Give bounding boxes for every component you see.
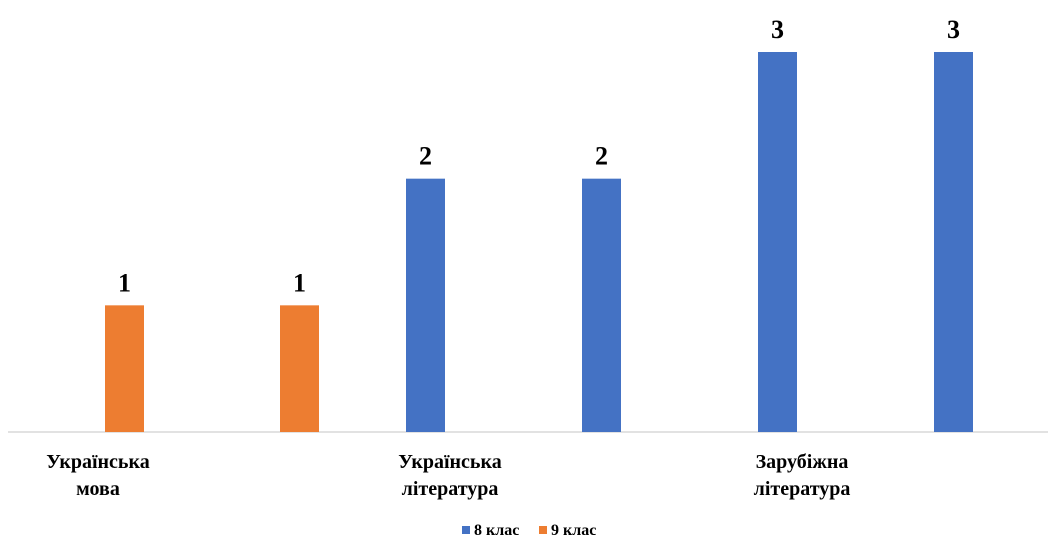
bar-5: [758, 52, 797, 432]
data-label-5: 3: [771, 15, 784, 44]
bar-2: [280, 305, 319, 432]
category-label-2-line-1: Українська: [398, 451, 501, 473]
category-label-3-line-2: література: [754, 478, 851, 500]
bar-1: [105, 305, 144, 432]
legend: 8 клас 9 клас: [462, 522, 596, 539]
bars-group: 1 1 2 2 3 3: [105, 15, 973, 432]
bar-4: [582, 178, 621, 432]
bar-6: [934, 52, 973, 432]
data-label-2: 1: [293, 268, 306, 297]
category-label-2-line-2: література: [402, 478, 499, 500]
legend-swatch-1: [462, 526, 470, 534]
data-label-4: 2: [595, 142, 608, 171]
category-label-1-line-1: Українська: [46, 451, 149, 473]
data-label-3: 2: [419, 142, 432, 171]
data-label-6: 3: [947, 15, 960, 44]
legend-label-2: 9 клас: [551, 522, 596, 539]
legend-label-1: 8 клас: [474, 522, 519, 539]
bar-3: [406, 178, 445, 432]
category-label-3-line-1: Зарубіжна: [756, 451, 849, 473]
category-label-1-line-2: мова: [76, 478, 120, 500]
legend-swatch-2: [539, 526, 547, 534]
data-label-1: 1: [118, 268, 131, 297]
category-labels: Українська мова Українська література Зарубі…: [46, 451, 850, 500]
